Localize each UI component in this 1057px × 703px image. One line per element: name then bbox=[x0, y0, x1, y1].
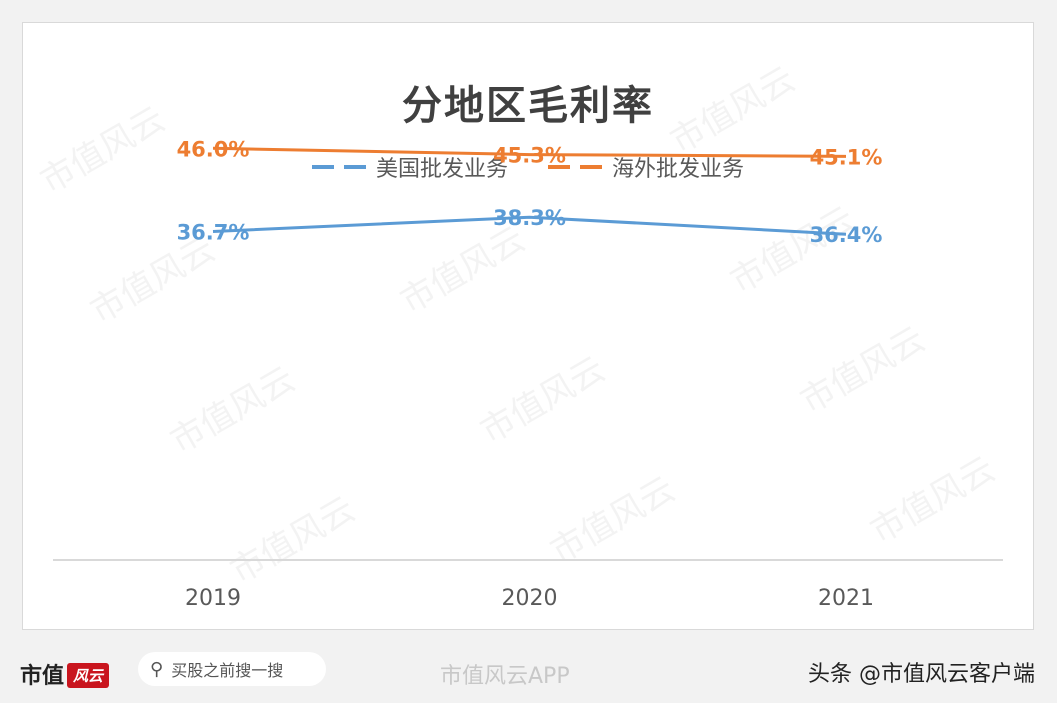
data-label: 45.3% bbox=[493, 144, 566, 168]
chart-title: 分地区毛利率 bbox=[402, 83, 654, 129]
data-label: 36.4% bbox=[810, 223, 883, 247]
plot-area: 2019 2020 2021 36.7% 38.3% 36.4% 46.0% 45.3% 45.… bbox=[53, 137, 1003, 611]
legend-label-overseas: 海外批发业务 bbox=[612, 157, 745, 182]
app-watermark: 市值风云APP bbox=[440, 664, 570, 689]
x-tick-label: 2019 bbox=[185, 586, 241, 611]
brand-mark: 风云 bbox=[67, 663, 110, 688]
brand-logo: 市值 风云 bbox=[20, 658, 110, 690]
legend-item-us: 美国批发业务 bbox=[311, 151, 508, 183]
legend: 美国批发业务 海外批发业务 bbox=[23, 151, 1033, 183]
footer-bar: 市值 风云 ⚲ 买股之前搜一搜 市值风云APP 头条 @市值风云客户端 bbox=[0, 636, 1057, 703]
series-line-1 bbox=[212, 146, 847, 158]
legend-swatch-us bbox=[311, 165, 368, 169]
legend-swatch-overseas bbox=[548, 165, 604, 169]
search-pill[interactable]: ⚲ 买股之前搜一搜 bbox=[138, 652, 326, 686]
search-icon: ⚲ bbox=[150, 658, 164, 680]
data-label: 36.7% bbox=[177, 221, 250, 245]
data-label: 38.3% bbox=[493, 206, 566, 230]
chart-card: 市值风云 市值风云 市值风云 市值风云 市值风云 市值风云 市值风云 市值风云 … bbox=[22, 22, 1034, 630]
x-tick-label: 2021 bbox=[818, 586, 874, 611]
toutiao-handle: 头条 @市值风云客户端 bbox=[808, 662, 1035, 687]
brand-text: 市值 bbox=[20, 664, 65, 689]
legend-item-overseas: 海外批发业务 bbox=[548, 151, 744, 183]
series-line-0 bbox=[212, 215, 847, 236]
data-label: 46.0% bbox=[177, 137, 250, 161]
legend-label-us: 美国批发业务 bbox=[375, 157, 508, 182]
search-text: 买股之前搜一搜 bbox=[171, 661, 284, 680]
data-label: 45.1% bbox=[810, 145, 883, 169]
x-tick-label: 2020 bbox=[502, 586, 558, 611]
